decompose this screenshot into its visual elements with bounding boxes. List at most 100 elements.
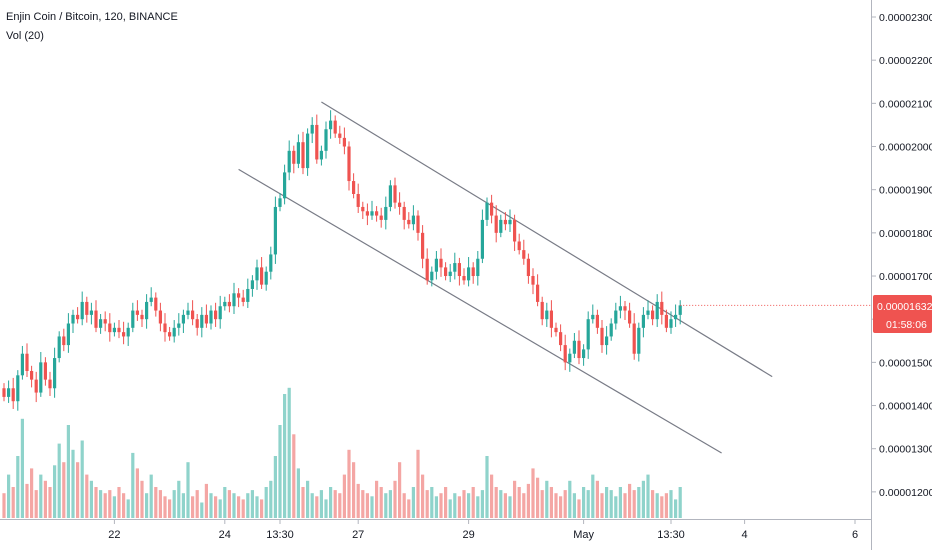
volume-bar (283, 394, 287, 518)
volume-bar (531, 468, 535, 518)
candle-body (407, 219, 411, 225)
candle-body (34, 379, 38, 393)
trend-channel[interactable] (238, 101, 773, 454)
time-axis[interactable]: 22 24 13:30 27 29 May 13:30 4 6 (108, 519, 858, 541)
volume-bar (600, 493, 604, 518)
candle-body (646, 310, 650, 315)
volume-bar (356, 483, 360, 518)
candle-body (618, 306, 622, 311)
time-tick-label: 27 (352, 529, 364, 541)
candle-body (462, 276, 466, 281)
time-tick-label: 13:30 (657, 529, 685, 541)
candle-body (172, 327, 176, 337)
candle-body (255, 267, 259, 281)
candle-body (283, 172, 287, 199)
volume-legend[interactable]: Vol (20) (6, 30, 44, 42)
candle-body (494, 215, 498, 233)
volume-bar (301, 487, 305, 518)
candle-body (430, 271, 434, 281)
volume-bar (674, 499, 678, 518)
candle-body (568, 353, 572, 363)
candle-body (319, 150, 323, 160)
volume-bar (513, 480, 517, 518)
candle-body (421, 232, 425, 259)
volume-bar (140, 480, 144, 518)
candle-body (388, 185, 392, 207)
volume-bar (260, 499, 264, 518)
volume-bar (536, 477, 540, 518)
volume-bar (434, 496, 438, 518)
candle-body (503, 219, 507, 225)
volume-bar (99, 490, 103, 518)
last-price-tag-background (873, 295, 932, 333)
candle-body (531, 276, 535, 285)
candle-body (522, 250, 526, 259)
candle-body (637, 327, 641, 354)
volume-bar (678, 487, 682, 518)
candle-body (269, 254, 273, 272)
volume-bar (384, 493, 388, 518)
candle-body (448, 271, 452, 277)
candle-body (660, 301, 664, 315)
volume-bar (490, 474, 494, 518)
volume-bar (333, 490, 337, 518)
volume-bar (181, 493, 185, 518)
volume-bar (439, 493, 443, 518)
candle-body (292, 150, 296, 164)
candle-body (485, 202, 489, 220)
candle-body (145, 301, 149, 320)
channel-upper-line[interactable] (321, 101, 773, 378)
symbol-legend[interactable]: Enjin Coin / Bitcoin, 120, BINANCE (6, 11, 178, 23)
volume-bar (651, 490, 655, 518)
volume-bar (214, 496, 218, 518)
price-axis[interactable]: 0.00002300 0.00002200 0.00002100 0.00002000… (871, 12, 932, 499)
volume-bar (34, 490, 38, 518)
time-tick-label: 6 (852, 529, 858, 541)
candle-body (126, 327, 130, 337)
candle-body (508, 219, 512, 225)
volume-bar (246, 493, 250, 518)
volume-bar (269, 480, 273, 518)
volume-bar (398, 462, 402, 518)
candle-body (250, 280, 254, 289)
time-tick-label: 4 (742, 529, 748, 541)
candle-body (177, 323, 181, 328)
volume-bar (200, 502, 204, 518)
candle-body (563, 345, 567, 363)
volume-bar (545, 480, 549, 518)
volume-bar (11, 487, 15, 518)
volume-bar (20, 418, 24, 518)
volume-bar (48, 487, 52, 518)
candle-body (232, 293, 236, 307)
volume-bar (453, 493, 457, 518)
candle-body (310, 124, 314, 134)
volume-bar (586, 490, 590, 518)
candle-body (526, 258, 530, 277)
volume-bar (66, 425, 70, 518)
candle-body (237, 293, 241, 298)
volume-bar (577, 499, 581, 518)
candle-body (536, 284, 540, 302)
candle-body (333, 120, 337, 134)
price-tick-label: 0.00002200 (879, 55, 932, 67)
candle-body (66, 323, 70, 346)
candle-body (577, 340, 581, 359)
candle-body (108, 323, 112, 333)
channel-lower-line[interactable] (238, 168, 722, 454)
candle-body (439, 258, 443, 268)
time-tick-label: May (573, 529, 594, 541)
volume-bar (30, 468, 34, 518)
candle-body (329, 120, 333, 130)
candle-body (375, 211, 379, 216)
time-tick-label: 29 (462, 529, 474, 541)
volume-bar (278, 425, 282, 518)
volume-bar (296, 468, 300, 518)
volume-bar (338, 493, 342, 518)
candle-body (39, 362, 43, 393)
candle-body (517, 241, 521, 251)
volume-bar (62, 462, 66, 518)
candle-body (53, 358, 57, 389)
candle-body (338, 133, 342, 138)
candle-body (122, 332, 126, 337)
